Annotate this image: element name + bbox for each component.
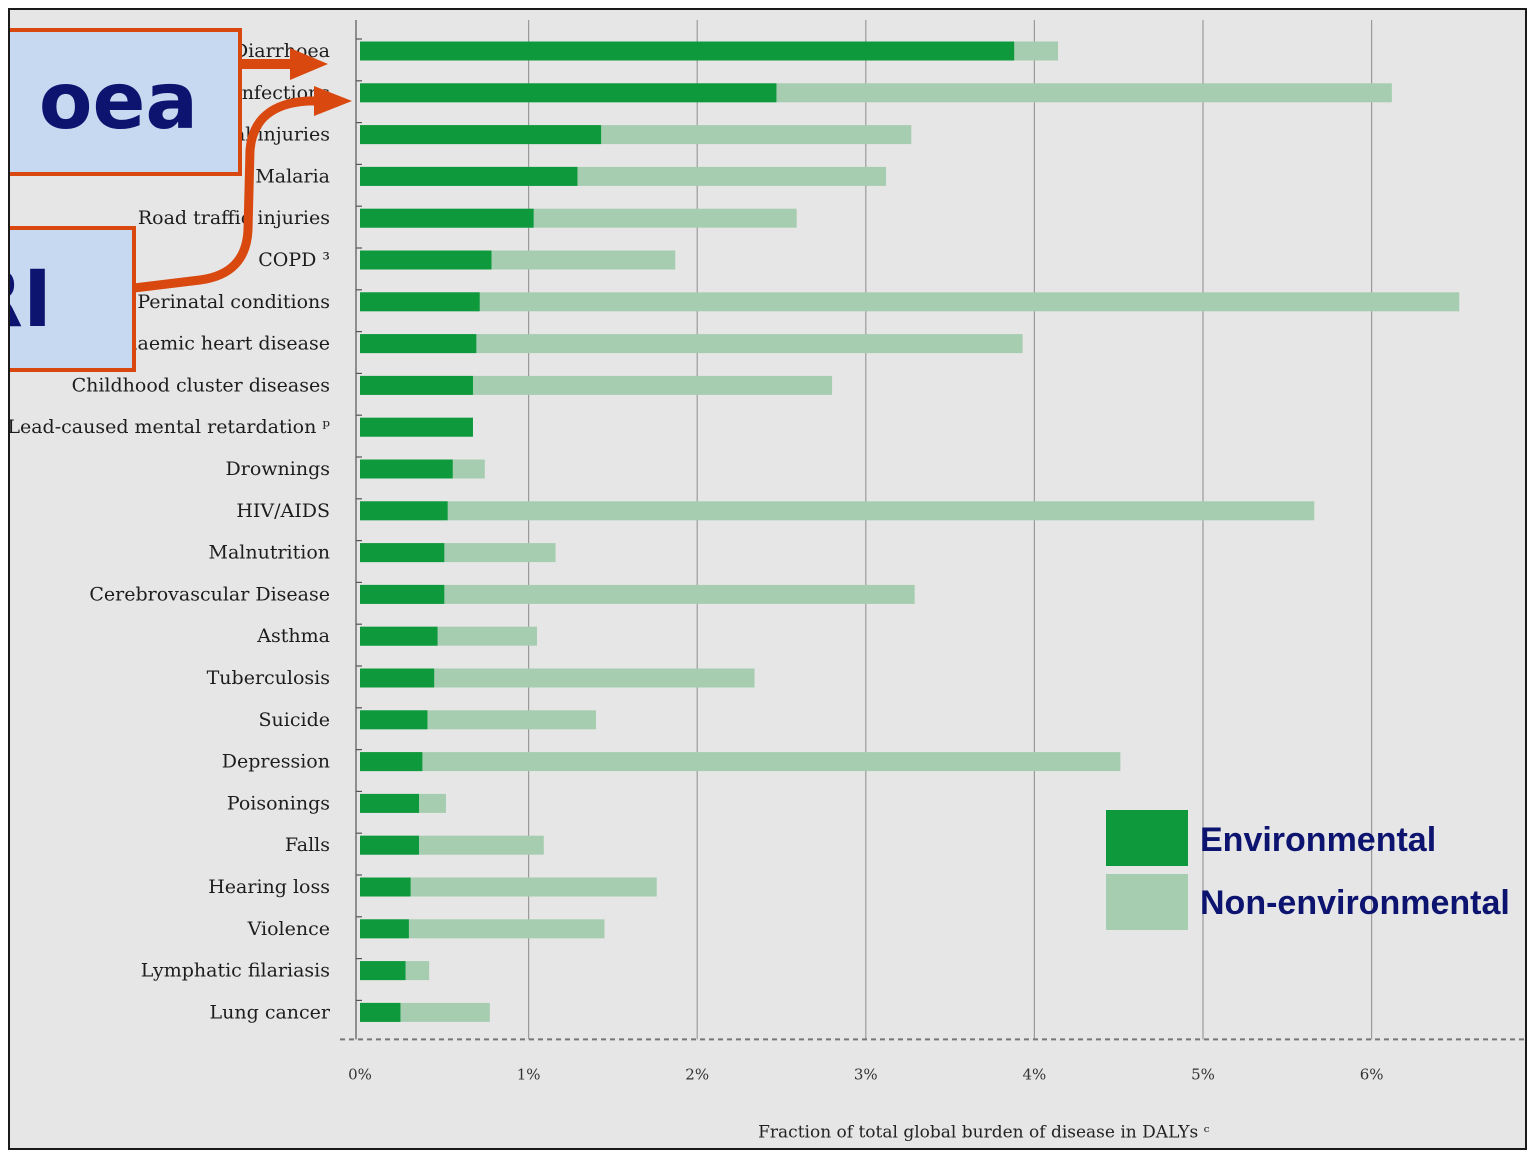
bar-non-environmental [360,375,833,395]
category-label: Suicide [259,709,330,731]
category-label: Poisonings [227,792,330,814]
category-label: Asthma [256,625,330,647]
bar-environmental [360,208,534,228]
bar-environmental [360,626,438,646]
bar-environmental [360,835,420,855]
category-label: Tuberculosis [207,667,330,689]
bar-environmental [360,375,473,395]
bar-non-environmental [360,877,657,897]
x-tick-label: 4% [1023,1065,1047,1083]
callout-lri: RI [10,226,136,372]
bar-environmental [360,83,777,103]
bar-environmental [360,125,602,145]
category-label: Cerebrovascular Disease [89,583,330,605]
category-label: Hearing loss [208,876,330,898]
category-label: Lead-caused mental retardation ᵖ [10,416,330,438]
category-label: COPD ³ [258,249,330,271]
x-tick-label: 3% [854,1065,878,1083]
x-tick-label: 5% [1191,1065,1215,1083]
category-label: Perinatal conditions [137,291,330,313]
x-tick-label: 6% [1360,1065,1384,1083]
category-label: Drownings [226,458,330,480]
bar-non-environmental [360,919,605,939]
category-label: Malaria [255,165,330,187]
bar-environmental [360,417,473,437]
bar-environmental [360,250,492,270]
bar-environmental [360,41,1015,61]
bar-environmental [360,961,406,981]
bar-environmental [360,710,428,730]
bar-environmental [360,334,477,354]
category-label: Violence [247,918,330,940]
x-tick-label: 2% [685,1065,709,1083]
bar-environmental [360,501,448,521]
bar-environmental [360,543,445,563]
legend-swatch-environmental [1106,810,1188,866]
bar-non-environmental [360,334,1023,354]
bar-environmental [360,919,409,939]
bar-non-environmental [360,501,1315,521]
bar-environmental [360,584,445,604]
bar-environmental [360,166,578,186]
legend-label-non-environmental: Non-environmental [1200,884,1510,922]
bar-environmental [360,1002,401,1022]
category-label: Lung cancer [210,1001,331,1023]
chart-frame: DiarrhoeaLower respiratory infectionsOth… [8,8,1527,1150]
bar-environmental [360,292,480,312]
x-axis-title: Fraction of total global burden of disea… [758,1122,1210,1142]
callout-diarrhoea: oea [10,28,242,176]
bar-non-environmental [360,668,755,688]
x-tick-label: 0% [348,1065,372,1083]
bar-environmental [360,459,453,479]
bar-environmental [360,668,435,688]
bar-non-environmental [360,584,915,604]
bar-chart: DiarrhoeaLower respiratory infectionsOth… [10,20,1525,1142]
category-label: HIV/AIDS [236,500,330,522]
legend-label-environmental: Environmental [1200,821,1436,859]
bar-non-environmental [360,752,1121,772]
category-label: Ischaemic heart disease [97,333,330,355]
bar-non-environmental [360,292,1460,312]
category-label: Diarrhoea [233,40,330,62]
category-label: Lymphatic filariasis [141,960,330,982]
x-tick-label: 1% [517,1065,541,1083]
category-label: Falls [285,834,330,856]
category-label: Malnutrition [208,542,330,564]
category-label: Childhood cluster diseases [72,374,330,396]
bar-environmental [360,752,423,772]
category-label: Depression [222,751,330,773]
bar-environmental [360,793,420,813]
bar-environmental [360,877,411,897]
category-label: Road traffic injuries [138,207,330,229]
legend-swatch-non-environmental [1106,874,1188,930]
